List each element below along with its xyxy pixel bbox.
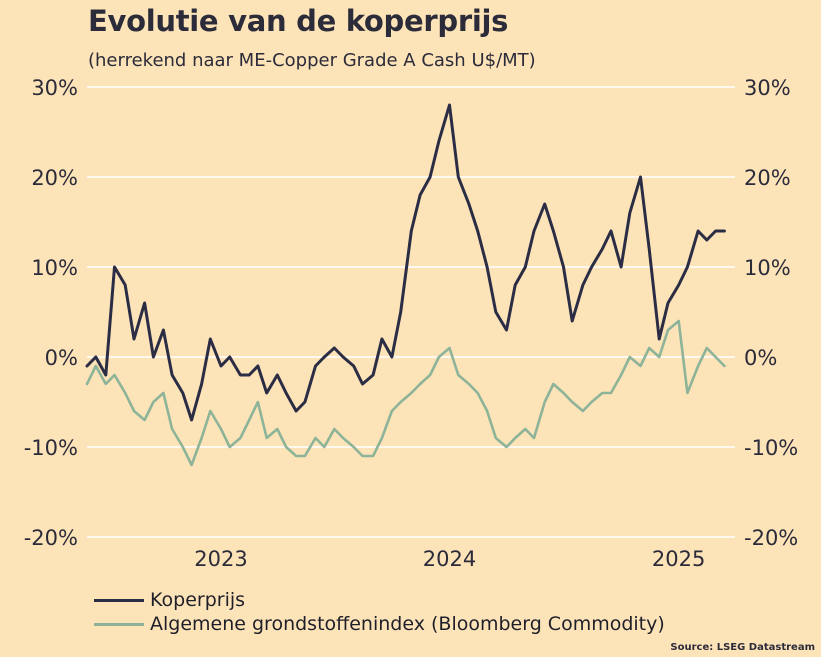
- y-tick-label-right: 0%: [744, 346, 777, 370]
- legend-item-copper: Koperprijs: [94, 588, 665, 612]
- series-line-commodity: [85, 319, 726, 467]
- y-tick-label-right: 20%: [744, 166, 791, 190]
- x-tick-label: 2024: [423, 547, 476, 571]
- legend-swatch-commodity: [94, 622, 144, 626]
- y-tick-label-left: 0%: [45, 346, 78, 370]
- y-tick-label-right: 10%: [744, 256, 791, 280]
- series-line-copper: [85, 103, 726, 422]
- y-tick-label-right: -10%: [744, 436, 798, 460]
- y-tick-label-left: -10%: [24, 436, 78, 460]
- x-tick-label: 2023: [194, 547, 247, 571]
- series-lines: [85, 103, 726, 467]
- legend-item-commodity: Algemene grondstoffenindex (Bloomberg Co…: [94, 612, 665, 636]
- legend-label-commodity: Algemene grondstoffenindex (Bloomberg Co…: [150, 613, 665, 635]
- legend-swatch-copper: [94, 598, 144, 602]
- grid-lines: [87, 86, 735, 538]
- y-tick-label-left: 30%: [31, 76, 78, 100]
- chart-subtitle: (herrekend naar ME-Copper Grade A Cash U…: [88, 50, 536, 71]
- y-tick-label-right: 30%: [744, 76, 791, 100]
- axis-ticks: 30% 30% 20% 20% 10% 10% 0% 0% -10% -10% -20% -20% 20…: [24, 76, 799, 571]
- legend: Koperprijs Algemene grondstoffenindex (B…: [94, 588, 665, 636]
- x-tick-label: 2025: [652, 547, 705, 571]
- y-tick-label-right: -20%: [744, 526, 798, 550]
- legend-label-copper: Koperprijs: [150, 589, 246, 611]
- y-tick-label-left: 10%: [31, 256, 78, 280]
- y-tick-label-left: -20%: [24, 526, 78, 550]
- y-tick-label-left: 20%: [31, 166, 78, 190]
- source-note: Source: LSEG Datastream: [670, 642, 815, 653]
- chart-title: Evolutie van de koperprijs: [88, 4, 509, 38]
